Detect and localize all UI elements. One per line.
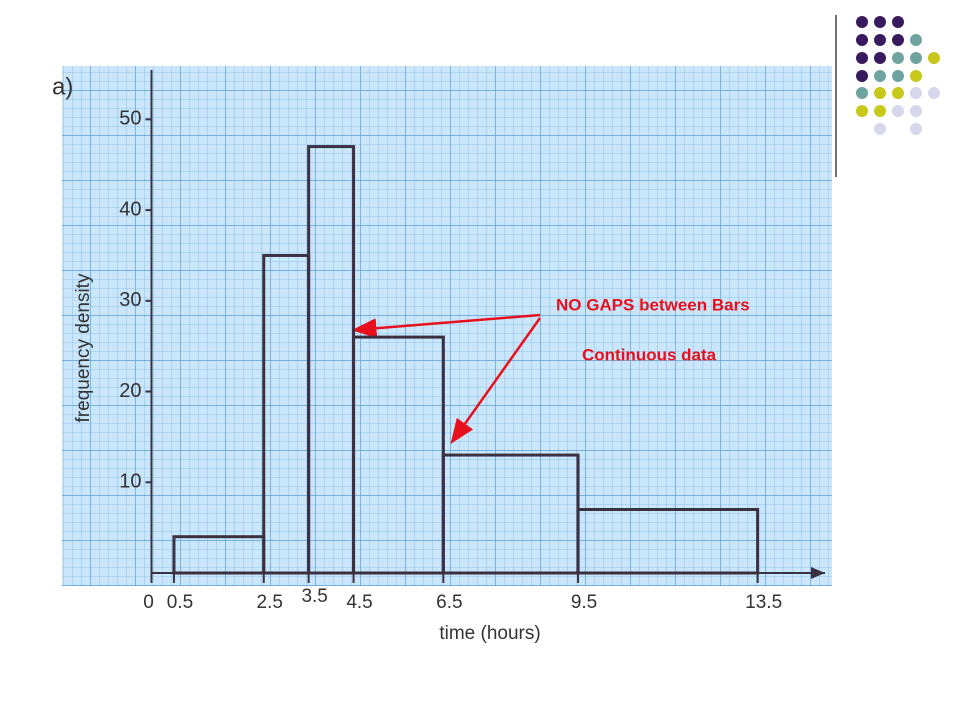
annotation: NO GAPS between Bars [556,295,750,314]
y-tick-label: 50 [119,108,141,130]
y-axis-label: frequency density [73,273,94,422]
decoration-dots [835,15,940,177]
x-tick-label: 2.5 [257,592,283,613]
annotation-arrow [450,317,542,445]
x-axis-label: time (hours) [439,623,540,644]
graph-grid [62,66,832,586]
x-tick-label: 3.5 [301,586,327,607]
y-tick-label: 20 [119,380,141,402]
y-tick-label: 40 [119,198,141,220]
x-tick-label: 13.5 [745,592,782,613]
histogram-bar [576,507,760,575]
x-tick-label: 0.5 [167,592,193,613]
y-tick-label: 10 [119,471,141,493]
annotation-arrow [351,313,541,339]
x-tick-label: 9.5 [571,592,597,613]
x-tick-label: 6.5 [436,592,462,613]
part-label: a) [52,73,73,100]
y-tick-label: 30 [119,289,141,311]
annotation: Continuous data [582,345,717,364]
x-tick-label: 0 [143,592,154,613]
x-axis-arrow [811,567,825,579]
x-tick-label: 4.5 [346,592,372,613]
plot: 10 20 30 40 50 0 0.5 2.5 3.5 4.5 6.5 9.5 13.5 [119,70,825,613]
